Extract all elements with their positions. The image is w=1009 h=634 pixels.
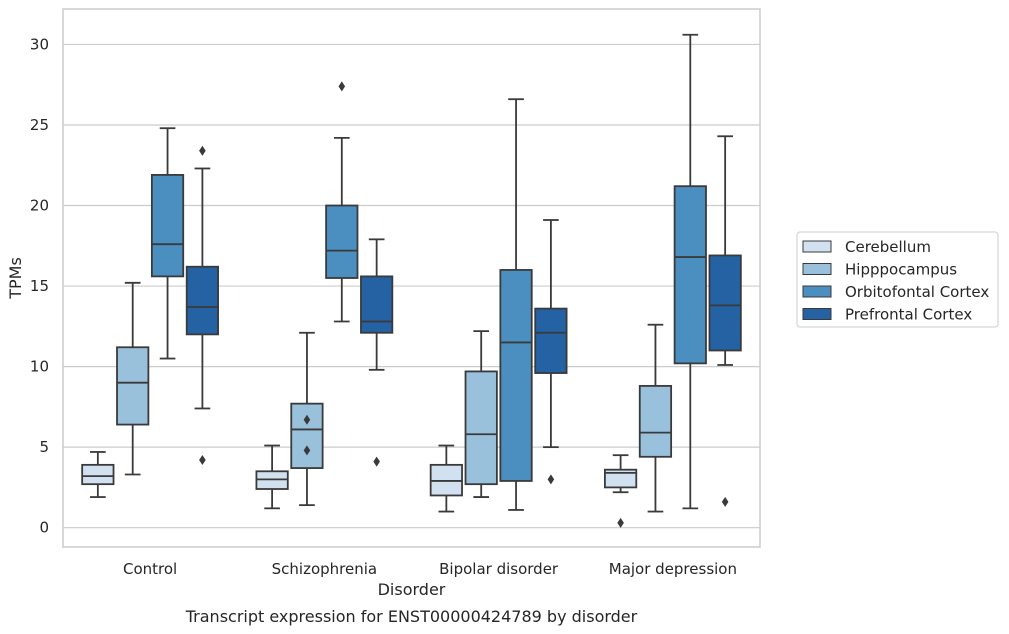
y-tick-label: 15 [30, 277, 49, 295]
legend: Cerebellum Hipppocampus Orbitofontal Corte… [796, 231, 999, 328]
x-axis-label: Disorder [378, 580, 446, 599]
box-group [429, 444, 463, 513]
box-group [150, 127, 185, 360]
outlier-point [199, 455, 206, 466]
outlier-point [303, 414, 311, 425]
box [604, 468, 638, 489]
legend-label: Hipppocampus [845, 261, 957, 279]
box-group [708, 135, 742, 507]
legend-swatch [802, 308, 832, 320]
x-tick-label: Major depression [609, 560, 737, 578]
box-group [116, 281, 150, 476]
y-tick-label: 10 [30, 358, 49, 376]
box [499, 269, 533, 482]
legend-label: Orbitofontal Cortex [845, 283, 989, 301]
x-tick-label: Schizophrenia [272, 560, 377, 578]
box-group [81, 451, 115, 498]
box [360, 275, 394, 334]
legend-swatch [802, 263, 832, 275]
outlier-point [617, 517, 624, 528]
box [638, 385, 673, 458]
box-group [325, 81, 359, 323]
box [325, 204, 359, 279]
x-tick-label: Bipolar disorder [439, 560, 559, 578]
legend-swatch [802, 240, 832, 253]
box [534, 307, 568, 374]
box [81, 463, 115, 486]
box [290, 402, 324, 469]
box-group [255, 444, 289, 510]
outlier-point [721, 496, 729, 507]
box-group [673, 33, 707, 510]
box-group [290, 331, 324, 507]
legend-frame [796, 231, 999, 328]
outlier-point [373, 456, 380, 467]
x-tick-label: Control [123, 560, 177, 578]
y-tick-labels: 0 5 10 15 20 25 30 [30, 35, 49, 536]
outlier-point [199, 145, 206, 156]
box-group [360, 238, 394, 467]
y-tick-label: 5 [39, 438, 49, 456]
chart-caption: Transcript expression for ENST0000042478… [185, 607, 638, 626]
box-group [185, 145, 219, 466]
box [673, 185, 707, 365]
y-tick-label: 20 [30, 197, 49, 215]
box [116, 346, 150, 426]
outlier-point [338, 81, 346, 92]
box-group [499, 98, 533, 511]
y-axis-label: TPMs [6, 257, 25, 300]
box [464, 370, 498, 486]
legend-label: Cerebellum [845, 238, 931, 256]
y-tick-label: 0 [39, 519, 49, 537]
outlier-point [303, 445, 311, 456]
outlier-point [547, 474, 555, 485]
y-tick-label: 25 [30, 116, 49, 134]
plot-area-frame [62, 8, 761, 548]
box [708, 254, 742, 352]
box-plots [81, 33, 742, 528]
box-group [604, 454, 638, 528]
box-group [464, 330, 498, 498]
box-group [638, 323, 673, 513]
x-tick-labels: Control Schizophrenia Bipolar disorder Majo… [123, 560, 737, 578]
legend-label: Prefrontal Cortex [845, 306, 972, 324]
box-group [534, 219, 568, 485]
box [185, 265, 219, 336]
y-tick-label: 30 [30, 35, 49, 53]
legend-swatch [802, 285, 832, 298]
box [150, 174, 185, 278]
